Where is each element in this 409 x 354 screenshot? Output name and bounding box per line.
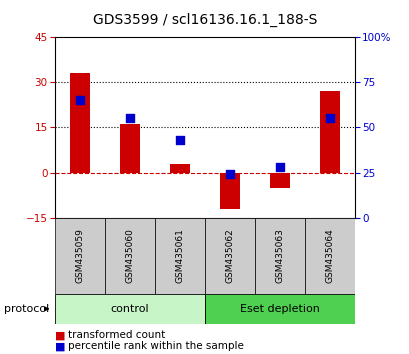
Bar — [304, 218, 354, 294]
Text: GSM435061: GSM435061 — [175, 228, 184, 283]
Text: GDS3599 / scl16136.16.1_188-S: GDS3599 / scl16136.16.1_188-S — [92, 12, 317, 27]
Text: percentile rank within the sample: percentile rank within the sample — [67, 341, 243, 351]
Point — [326, 115, 332, 121]
Bar — [254, 218, 304, 294]
Bar — [70, 73, 90, 173]
Bar — [319, 91, 339, 173]
Text: GSM435060: GSM435060 — [126, 228, 134, 283]
Bar — [219, 173, 239, 209]
Text: GSM435059: GSM435059 — [76, 228, 85, 283]
Point — [127, 115, 133, 121]
Point — [77, 98, 83, 103]
Text: control: control — [110, 304, 149, 314]
Bar — [269, 173, 289, 188]
Text: ■: ■ — [55, 330, 66, 340]
Text: transformed count: transformed count — [67, 330, 164, 340]
Bar — [120, 125, 140, 173]
Text: ■: ■ — [55, 341, 66, 351]
Bar — [170, 164, 190, 173]
Text: GSM435064: GSM435064 — [324, 228, 333, 283]
Point — [276, 164, 282, 170]
Text: GSM435063: GSM435063 — [275, 228, 283, 283]
Bar — [204, 218, 254, 294]
Text: protocol: protocol — [4, 304, 49, 314]
Bar — [204, 294, 354, 324]
Bar — [105, 218, 155, 294]
Bar — [155, 218, 204, 294]
Point — [176, 137, 183, 143]
Point — [226, 172, 233, 177]
Text: Eset depletion: Eset depletion — [239, 304, 319, 314]
Text: GSM435062: GSM435062 — [225, 228, 234, 283]
Bar — [55, 294, 204, 324]
Bar — [55, 218, 105, 294]
